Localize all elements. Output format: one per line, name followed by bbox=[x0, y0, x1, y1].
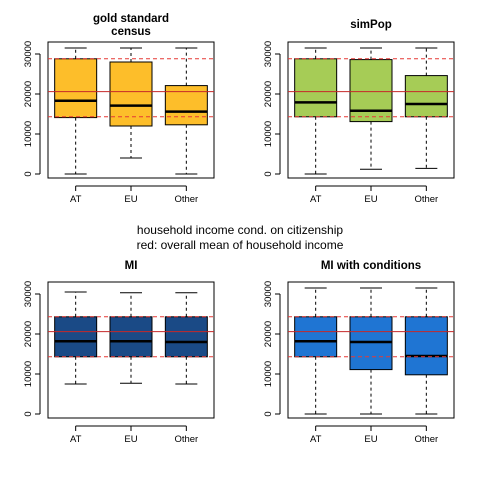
y-tick-label: 20000 bbox=[23, 81, 34, 107]
x-tick-label-at: AT bbox=[310, 194, 322, 205]
x-tick-label-at: AT bbox=[70, 194, 82, 205]
panel-gold-standard-census: gold standard census 0 10000 20000 30000 AT EU O… bbox=[23, 13, 215, 205]
box-at bbox=[54, 291, 98, 385]
box-iqr bbox=[404, 316, 448, 376]
box-iqr bbox=[294, 316, 338, 358]
box-iqr bbox=[294, 58, 338, 118]
box-eu bbox=[109, 292, 153, 384]
box-other bbox=[404, 47, 448, 169]
box-eu bbox=[349, 47, 393, 170]
x-tick-label-eu: EU bbox=[124, 434, 137, 445]
box-iqr bbox=[404, 75, 448, 118]
box-iqr bbox=[164, 316, 208, 358]
box-eu bbox=[109, 47, 153, 159]
y-tick-label: 30000 bbox=[263, 281, 274, 307]
box-other bbox=[404, 287, 448, 415]
y-tick-label: 20000 bbox=[263, 81, 274, 107]
panel-mi: MI 0 10000 20000 30000 AT EU Other bbox=[23, 260, 215, 445]
x-tick-label-at: AT bbox=[310, 434, 322, 445]
y-tick-label: 30000 bbox=[263, 41, 274, 67]
x-tick-label-at: AT bbox=[70, 434, 82, 445]
x-tick-label-other: Other bbox=[174, 194, 198, 205]
box-at bbox=[294, 287, 338, 415]
x-tick-label-eu: EU bbox=[364, 194, 377, 205]
panel-title: MI bbox=[125, 260, 138, 272]
y-tick-label: 0 bbox=[23, 171, 34, 176]
x-tick-label-other: Other bbox=[174, 434, 198, 445]
x-tick-label-other: Other bbox=[414, 194, 438, 205]
box-eu bbox=[349, 287, 393, 415]
x-tick-label-eu: EU bbox=[364, 434, 377, 445]
y-tick-label: 30000 bbox=[23, 41, 34, 67]
plot-frame bbox=[47, 41, 215, 179]
panel-title: MI with conditions bbox=[321, 260, 421, 272]
box-iqr bbox=[109, 61, 153, 127]
box-iqr bbox=[349, 59, 393, 123]
y-tick-label: 0 bbox=[263, 411, 274, 416]
y-tick-label: 0 bbox=[263, 171, 274, 176]
plot-frame bbox=[287, 41, 455, 179]
caption-line-1: household income cond. on citizenship bbox=[137, 223, 343, 237]
panel-title-line: simPop bbox=[350, 19, 392, 31]
caption-line-2: red: overall mean of household income bbox=[137, 238, 344, 252]
panel-mi-with-conditions: MI with conditions 0 10000 20000 30000 AT EU Ot… bbox=[263, 260, 455, 445]
panel-simpop: simPop 0 10000 20000 30000 AT EU Other bbox=[263, 19, 455, 205]
box-iqr bbox=[54, 316, 98, 358]
box-at bbox=[54, 47, 98, 175]
panel-title: gold standard census bbox=[93, 13, 169, 38]
x-tick-label-other: Other bbox=[414, 434, 438, 445]
panel-title-line: gold standard bbox=[93, 13, 169, 25]
box-iqr bbox=[54, 58, 98, 119]
plot-frame bbox=[47, 281, 215, 419]
box-iqr bbox=[109, 316, 153, 358]
y-tick-label: 20000 bbox=[23, 321, 34, 347]
y-tick-label: 10000 bbox=[23, 121, 34, 147]
plot-frame bbox=[287, 281, 455, 419]
box-iqr bbox=[164, 85, 208, 126]
y-tick-label: 0 bbox=[23, 411, 34, 416]
y-tick-label: 10000 bbox=[263, 121, 274, 147]
box-other bbox=[164, 47, 208, 175]
box-at bbox=[294, 47, 338, 175]
y-tick-label: 10000 bbox=[23, 361, 34, 387]
x-tick-label-eu: EU bbox=[124, 194, 137, 205]
panel-title: simPop bbox=[350, 19, 392, 31]
panel-title-line: MI with conditions bbox=[321, 260, 421, 272]
panel-title-line: MI bbox=[125, 260, 138, 272]
y-tick-label: 30000 bbox=[23, 281, 34, 307]
panel-title-line: census bbox=[111, 26, 151, 38]
y-tick-label: 20000 bbox=[263, 321, 274, 347]
y-tick-label: 10000 bbox=[263, 361, 274, 387]
box-other bbox=[164, 292, 208, 385]
